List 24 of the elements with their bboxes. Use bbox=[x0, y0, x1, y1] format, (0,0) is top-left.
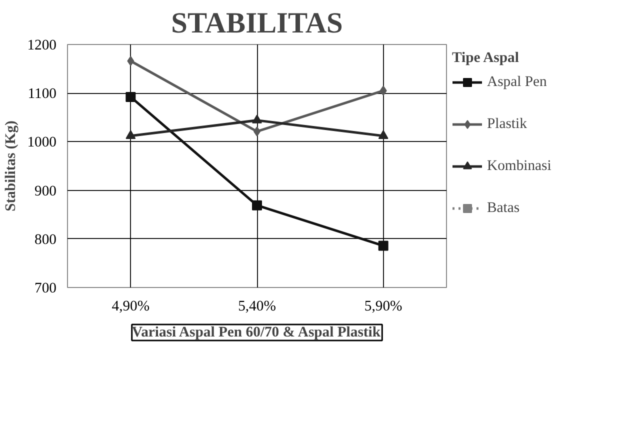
chart-title: STABILITAS bbox=[171, 8, 343, 40]
point bbox=[252, 200, 262, 210]
point bbox=[126, 130, 136, 139]
point bbox=[127, 56, 134, 66]
y-axis-title: Stabilitas (Kg) bbox=[3, 120, 20, 212]
point bbox=[378, 130, 388, 139]
y-tick-label: 1200 bbox=[27, 38, 56, 54]
point bbox=[378, 240, 388, 251]
point bbox=[252, 114, 262, 124]
point bbox=[380, 86, 387, 96]
legend-label: Aspal Pen bbox=[487, 74, 547, 90]
x-tick-label: 5,90% bbox=[364, 298, 402, 314]
legend-title: Tipe Aspal bbox=[452, 50, 520, 67]
x-tick-label: 4,90% bbox=[112, 298, 150, 314]
y-tick-label: 1100 bbox=[28, 86, 57, 102]
x-tick-label: 5,40% bbox=[238, 298, 276, 314]
y-tick-label: 1000 bbox=[27, 134, 56, 151]
legend-label: Kombinasi bbox=[487, 158, 552, 174]
y-tick-label: 900 bbox=[34, 183, 56, 200]
legend-label: Batas bbox=[487, 200, 520, 216]
y-tick-label: 800 bbox=[34, 232, 56, 248]
legend-label: Plastik bbox=[487, 116, 527, 132]
y-tick-label: 700 bbox=[34, 280, 56, 296]
point bbox=[126, 92, 136, 102]
